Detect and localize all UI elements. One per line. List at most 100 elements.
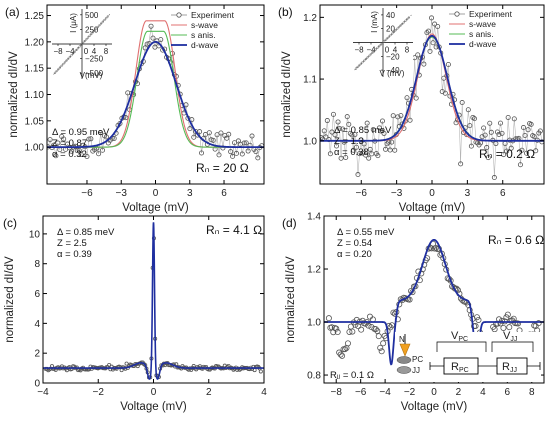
data-point: [332, 132, 338, 138]
inset-data-point: [72, 52, 75, 55]
panel-label: (a): [5, 5, 20, 19]
vjj-label-sub: JJ: [510, 336, 517, 343]
x-tick-label: 4: [261, 387, 267, 398]
data-point: [325, 315, 332, 322]
data-point: [390, 113, 396, 119]
data-point: [253, 149, 259, 155]
plot-area: [320, 15, 544, 181]
data-point: [367, 146, 373, 152]
inset-data-point: [57, 68, 60, 71]
data-point: [241, 140, 247, 146]
inset-data-point: [401, 22, 404, 26]
inset-data-point: [88, 34, 91, 37]
rjj-label: Rⱼⱼ = 0.1 Ω: [330, 370, 374, 381]
pc-layer-icon: [396, 356, 412, 364]
data-point: [458, 161, 464, 167]
fit-parameter: α = 0.20: [337, 249, 372, 260]
inset-x-tick-label: 4: [92, 47, 97, 56]
data-point: [210, 137, 216, 143]
inset-x-tick-label: 8: [104, 47, 109, 56]
x-tick-label: 6: [221, 188, 227, 199]
inset-y-label: I (mA): [370, 11, 379, 33]
data-point: [442, 90, 448, 96]
inset-data-point: [95, 27, 98, 30]
data-point: [505, 114, 511, 120]
fit-parameter: Δ = 0.85 meV: [57, 227, 115, 238]
data-point: [329, 129, 335, 135]
resistance-label: Rₙ = 4.1 Ω: [206, 223, 262, 237]
vpc-label-main: V: [451, 330, 459, 342]
inset-data-point: [90, 32, 93, 36]
inset-data-point: [93, 29, 96, 32]
legend-s-anis: s anis.: [191, 30, 216, 40]
fit-parameter: Z = 0.87: [52, 138, 87, 149]
inset-y-tick-label: 40: [386, 11, 395, 20]
x-tick-label: 4: [480, 387, 486, 398]
panel-label: (c): [3, 216, 17, 230]
inset-data-point: [83, 39, 86, 43]
y-tick-label: 1.4: [307, 212, 321, 223]
inset-data-point: [70, 54, 73, 57]
data-point: [124, 361, 129, 366]
inset-data-point: [361, 61, 364, 64]
data-point: [415, 52, 421, 58]
inset-data-point: [399, 24, 402, 27]
data-point: [392, 147, 398, 153]
panel-a: −6 −3 0 3 6 1.00 1.05 1.10 1.15 1.20 1.25 Voltage (…: [5, 4, 265, 214]
panel-c: −4 −2 0 2 4 0 2 4 6 8 10 Voltage (mV) normalized dI/…: [3, 215, 267, 413]
inset-y-tick-label: 20: [386, 25, 395, 34]
y-tick-label: 1.20: [25, 37, 45, 48]
data-point: [465, 107, 471, 113]
data-point: [76, 147, 82, 153]
vjj-label: VJJ: [503, 330, 517, 343]
fit-parameter: α = 0.39: [57, 249, 92, 260]
panel-label: (d): [282, 216, 297, 230]
data-point: [424, 30, 430, 36]
inset-data-point: [96, 25, 100, 29]
plot-area: [47, 20, 264, 161]
inset-data-point: [369, 53, 373, 56]
y-tick-label: 1.15: [25, 64, 45, 75]
data-point: [481, 125, 487, 131]
data-point: [494, 129, 500, 135]
inset-y-label: I (μA): [69, 13, 78, 33]
data-point: [321, 128, 327, 134]
data-point: [111, 135, 117, 141]
data-point: [150, 35, 156, 41]
panel-d: −8 −6 −4 −2 0 2 4 6 8 0.8 1.0 1.2 1.4 Voltage (mV) nor…: [282, 212, 545, 413]
data-point: [369, 151, 375, 157]
data-point: [407, 117, 413, 123]
inset-x-tick-label: 0: [385, 46, 390, 55]
data-point: [468, 143, 474, 149]
data-point: [498, 317, 505, 324]
fit-parameter: α = 0.32: [52, 149, 87, 160]
legend-experiment: Experiment: [469, 9, 513, 19]
inset-data-point: [397, 25, 401, 29]
data-point: [421, 61, 427, 67]
inset-data-point: [100, 22, 103, 25]
data-point: [471, 116, 477, 122]
x-tick-label: 6: [505, 387, 511, 398]
data-point: [378, 348, 385, 355]
data-point: [88, 136, 94, 142]
data-point: [441, 75, 447, 81]
data-point: [491, 175, 497, 181]
inset-fit-line: [53, 13, 111, 75]
data-point: [346, 121, 352, 127]
data-point: [363, 152, 369, 158]
y-axis-label: normalized dI/dV: [285, 256, 297, 343]
inset-data-point: [101, 20, 104, 23]
data-point: [470, 114, 476, 120]
x-tick-label: −6: [81, 188, 93, 199]
inset-data-point: [374, 48, 377, 51]
resistance-label: Rₙ = 0.6 Ω: [488, 233, 544, 247]
rpc-label-main: R: [451, 361, 459, 373]
data-point: [158, 37, 164, 43]
curve-d-wave: [320, 34, 544, 142]
data-point: [216, 152, 222, 158]
x-tick-label: 0: [429, 188, 435, 199]
y-tick-label: 8: [34, 259, 40, 270]
data-point: [384, 141, 390, 147]
data-point: [395, 114, 401, 120]
